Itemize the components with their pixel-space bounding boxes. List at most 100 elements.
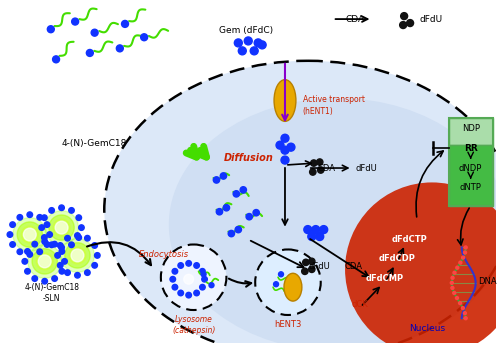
Circle shape xyxy=(27,252,32,257)
Circle shape xyxy=(52,56,60,63)
Circle shape xyxy=(308,266,315,272)
Circle shape xyxy=(44,222,50,227)
Text: dCK: dCK xyxy=(351,300,368,309)
Circle shape xyxy=(184,274,194,284)
Circle shape xyxy=(312,226,320,234)
Text: dFdCTP: dFdCTP xyxy=(391,235,427,244)
Circle shape xyxy=(308,258,315,265)
Circle shape xyxy=(24,228,36,241)
Circle shape xyxy=(140,34,147,41)
Circle shape xyxy=(68,242,74,248)
Circle shape xyxy=(255,249,320,315)
Circle shape xyxy=(201,272,206,277)
Text: Nucleus: Nucleus xyxy=(409,324,445,333)
Circle shape xyxy=(161,245,226,310)
Text: NDP: NDP xyxy=(462,124,479,133)
Circle shape xyxy=(459,261,462,264)
Circle shape xyxy=(258,41,266,49)
Circle shape xyxy=(92,262,98,268)
Circle shape xyxy=(253,209,260,216)
Circle shape xyxy=(10,222,16,227)
Circle shape xyxy=(71,249,84,262)
Circle shape xyxy=(194,263,200,268)
Circle shape xyxy=(223,205,230,211)
Text: 4-(N)-GemC18: 4-(N)-GemC18 xyxy=(62,139,127,148)
Circle shape xyxy=(59,269,64,274)
Circle shape xyxy=(49,215,74,240)
Circle shape xyxy=(186,292,192,298)
Circle shape xyxy=(464,312,466,315)
Circle shape xyxy=(318,167,324,173)
Ellipse shape xyxy=(274,80,296,121)
Circle shape xyxy=(186,260,192,266)
Circle shape xyxy=(27,212,32,217)
Circle shape xyxy=(202,277,207,282)
Text: CDA: CDA xyxy=(346,14,365,24)
Circle shape xyxy=(456,266,459,269)
Text: dFdU: dFdU xyxy=(356,163,377,173)
Circle shape xyxy=(44,211,78,245)
FancyBboxPatch shape xyxy=(449,144,492,206)
Circle shape xyxy=(116,45,123,52)
Circle shape xyxy=(42,239,48,244)
Circle shape xyxy=(10,242,16,247)
Circle shape xyxy=(451,276,454,279)
Circle shape xyxy=(64,270,70,276)
Circle shape xyxy=(172,284,178,290)
Circle shape xyxy=(76,215,82,221)
Circle shape xyxy=(194,290,200,296)
Circle shape xyxy=(37,249,43,255)
Circle shape xyxy=(44,242,50,247)
Circle shape xyxy=(22,259,28,264)
Text: dNTP: dNTP xyxy=(460,183,481,192)
Circle shape xyxy=(24,269,30,274)
Circle shape xyxy=(288,284,294,289)
Circle shape xyxy=(281,146,289,154)
Circle shape xyxy=(281,134,289,142)
Circle shape xyxy=(316,159,323,165)
Circle shape xyxy=(214,177,220,183)
FancyBboxPatch shape xyxy=(449,118,492,144)
Circle shape xyxy=(78,225,84,230)
Circle shape xyxy=(450,281,454,284)
Circle shape xyxy=(24,249,30,254)
Circle shape xyxy=(233,191,239,197)
Circle shape xyxy=(48,26,54,33)
Circle shape xyxy=(228,230,234,237)
Circle shape xyxy=(92,243,98,248)
Circle shape xyxy=(52,276,58,281)
Circle shape xyxy=(37,215,43,220)
Circle shape xyxy=(32,249,58,274)
Text: RR: RR xyxy=(464,144,477,153)
Circle shape xyxy=(52,241,58,247)
Circle shape xyxy=(69,247,86,264)
Circle shape xyxy=(302,268,308,275)
Circle shape xyxy=(13,218,46,251)
Circle shape xyxy=(94,252,100,258)
Circle shape xyxy=(316,233,324,240)
Circle shape xyxy=(453,271,456,274)
Text: dFdU: dFdU xyxy=(419,14,442,24)
Circle shape xyxy=(400,13,407,20)
Circle shape xyxy=(59,249,64,254)
Circle shape xyxy=(400,22,406,29)
Circle shape xyxy=(122,20,128,28)
Circle shape xyxy=(310,160,317,166)
Circle shape xyxy=(22,226,38,243)
Circle shape xyxy=(308,233,316,240)
Circle shape xyxy=(17,249,22,255)
Circle shape xyxy=(36,253,53,270)
Circle shape xyxy=(456,297,458,300)
Circle shape xyxy=(220,173,226,179)
Text: CDA: CDA xyxy=(344,262,362,271)
Circle shape xyxy=(176,266,202,292)
Circle shape xyxy=(74,233,80,238)
Circle shape xyxy=(234,39,242,47)
Circle shape xyxy=(172,269,178,274)
Circle shape xyxy=(200,284,205,290)
Text: Endocytosis: Endocytosis xyxy=(139,250,189,259)
Circle shape xyxy=(178,290,184,296)
Circle shape xyxy=(250,47,258,55)
Circle shape xyxy=(274,282,278,287)
Circle shape xyxy=(74,272,80,278)
